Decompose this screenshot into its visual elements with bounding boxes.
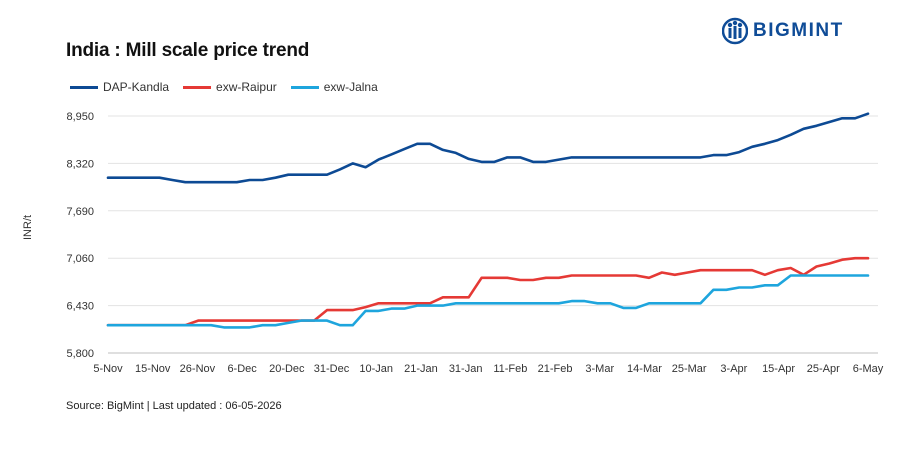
- legend-label-exw-raipur: exw-Raipur: [216, 80, 277, 94]
- legend-swatch-dap-kandla: [70, 85, 98, 89]
- x-tick-label: 6-May: [853, 363, 884, 375]
- legend-swatch-exw-raipur: [183, 85, 212, 89]
- y-tick-label: 8,320: [66, 158, 94, 170]
- series-line-exw-jalna: [106, 274, 870, 329]
- source-note: Source: BigMint | Last updated : 06-05-2…: [66, 400, 282, 412]
- x-tick-label: 25-Apr: [807, 363, 840, 375]
- y-tick-label: 6,430: [66, 301, 94, 313]
- x-tick-label: 26-Nov: [180, 363, 216, 375]
- x-tick-label: 6-Dec: [227, 363, 257, 375]
- x-tick-label: 15-Apr: [762, 363, 795, 375]
- y-axis-ticks: 5,800 6,430 7,060 7,690 8,320 8,950: [66, 111, 94, 360]
- series-line-exw-raipur: [106, 256, 870, 327]
- x-tick-label: 31-Jan: [449, 363, 483, 375]
- series-lines: [106, 112, 870, 329]
- x-tick-label: 21-Jan: [404, 363, 438, 375]
- x-tick-label: 20-Dec: [269, 363, 305, 375]
- x-tick-label: 25-Mar: [672, 363, 707, 375]
- chart-legend: DAP-Kandla exw-Raipur exw-Jalna: [70, 80, 392, 94]
- series-line-dap-kandla: [106, 112, 870, 184]
- chart-title: India : Mill scale price trend: [66, 40, 310, 61]
- brand-logo: BIGMINT: [722, 14, 844, 48]
- y-tick-label: 8,950: [66, 111, 94, 123]
- x-tick-label: 11-Feb: [493, 363, 527, 375]
- y-tick-label: 7,060: [66, 253, 94, 265]
- x-tick-label: 14-Mar: [627, 363, 662, 375]
- legend-entry-exw-jalna: exw-Jalna: [290, 80, 378, 94]
- x-tick-label: 21-Feb: [538, 363, 573, 375]
- legend-entry-dap-kandla: DAP-Kandla: [70, 80, 169, 94]
- x-tick-label: 10-Jan: [359, 363, 393, 375]
- x-tick-label: 3-Apr: [720, 363, 747, 375]
- legend-swatch-exw-jalna: [290, 85, 319, 89]
- y-tick-label: 5,800: [66, 348, 94, 360]
- x-tick-label: 15-Nov: [135, 363, 171, 375]
- x-axis-ticks: 5-Nov 15-Nov 26-Nov 6-Dec 20-Dec 31-Dec 10-Jan…: [93, 363, 883, 375]
- legend-label-dap-kandla: DAP-Kandla: [103, 80, 170, 94]
- y-tick-label: 7,690: [66, 206, 94, 218]
- legend-entry-exw-raipur: exw-Raipur: [183, 80, 277, 94]
- brand-name: BIGMINT: [753, 20, 844, 41]
- bigmint-logo-icon: [722, 17, 748, 45]
- legend-label-exw-jalna: exw-Jalna: [323, 80, 378, 94]
- grid-lines: [108, 115, 878, 354]
- x-tick-label: 3-Mar: [585, 363, 614, 375]
- x-tick-label: 5-Nov: [93, 363, 123, 375]
- x-tick-label: 31-Dec: [314, 363, 350, 375]
